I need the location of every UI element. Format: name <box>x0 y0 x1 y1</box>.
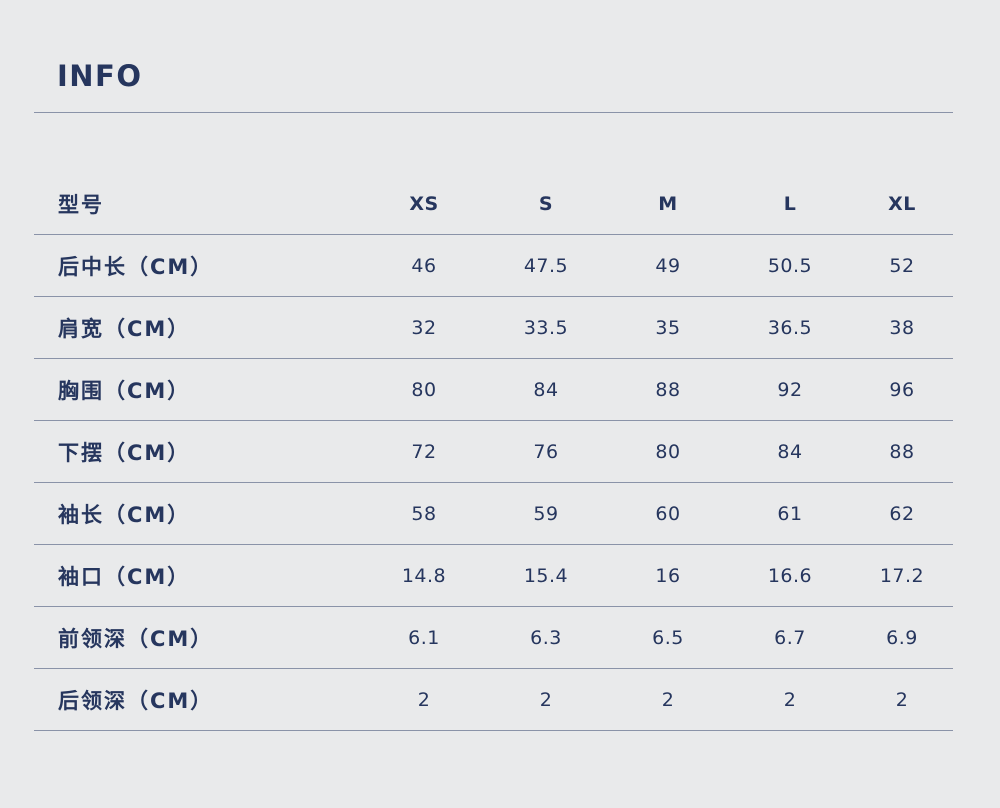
table-header-row: 型号 XS S M L XL <box>34 173 953 235</box>
table-cell: 49 <box>655 254 681 277</box>
table-cell: 62 <box>889 502 915 525</box>
row-label: 袖口（CM） <box>58 564 191 589</box>
table-cell: 38 <box>889 316 915 339</box>
row-label: 下摆（CM） <box>58 440 191 465</box>
table-row: 前领深（CM） 6.1 6.3 6.5 6.7 6.9 <box>34 607 953 669</box>
table-cell: 88 <box>655 378 681 401</box>
row-label: 袖长（CM） <box>58 502 191 527</box>
table-cell: 36.5 <box>767 316 813 339</box>
header-size-l: L <box>783 192 797 215</box>
table-cell: 61 <box>777 502 803 525</box>
table-row: 后中长（CM） 46 47.5 49 50.5 52 <box>34 235 953 297</box>
table-row: 肩宽（CM） 32 33.5 35 36.5 38 <box>34 297 953 359</box>
table-cell: 17.2 <box>879 564 925 587</box>
header-label-model: 型号 <box>58 192 104 217</box>
table-row: 后领深（CM） 2 2 2 2 2 <box>34 669 953 731</box>
table-row: 袖口（CM） 14.8 15.4 16 16.6 17.2 <box>34 545 953 607</box>
row-label: 胸围（CM） <box>58 378 191 403</box>
table-cell: 84 <box>533 378 559 401</box>
table-cell: 52 <box>889 254 915 277</box>
table-cell: 58 <box>411 502 437 525</box>
table-cell: 80 <box>411 378 437 401</box>
table-cell: 16.6 <box>767 564 813 587</box>
table-cell: 96 <box>889 378 915 401</box>
table-cell: 59 <box>533 502 559 525</box>
header-size-xl: XL <box>888 192 916 215</box>
table-cell: 6.5 <box>652 626 684 649</box>
table-cell: 2 <box>417 688 431 711</box>
table-cell: 2 <box>539 688 553 711</box>
table-cell: 92 <box>777 378 803 401</box>
table-cell: 6.1 <box>408 626 440 649</box>
table-cell: 6.9 <box>886 626 918 649</box>
table-cell: 50.5 <box>767 254 813 277</box>
table-cell: 32 <box>411 316 437 339</box>
table-cell: 6.3 <box>530 626 562 649</box>
table-cell: 2 <box>895 688 909 711</box>
page-title: INFO <box>57 59 143 93</box>
table-cell: 46 <box>411 254 437 277</box>
table-cell: 60 <box>655 502 681 525</box>
row-label: 前领深（CM） <box>58 626 214 651</box>
table-cell: 72 <box>411 440 437 463</box>
table-cell: 6.7 <box>774 626 806 649</box>
row-label: 肩宽（CM） <box>58 316 191 341</box>
row-label: 后领深（CM） <box>58 688 214 713</box>
table-cell: 88 <box>889 440 915 463</box>
table-cell: 2 <box>661 688 675 711</box>
table-row: 袖长（CM） 58 59 60 61 62 <box>34 483 953 545</box>
table-cell: 35 <box>655 316 681 339</box>
table-row: 胸围（CM） 80 84 88 92 96 <box>34 359 953 421</box>
table-cell: 47.5 <box>523 254 569 277</box>
header-size-s: S <box>538 192 554 215</box>
table-cell: 76 <box>533 440 559 463</box>
header-size-m: M <box>658 192 678 215</box>
size-chart-table: 型号 XS S M L XL 后中长（CM） 46 47.5 49 50.5 5… <box>34 173 953 731</box>
table-cell: 15.4 <box>523 564 569 587</box>
title-divider <box>34 112 953 113</box>
table-cell: 33.5 <box>523 316 569 339</box>
table-row: 下摆（CM） 72 76 80 84 88 <box>34 421 953 483</box>
table-cell: 84 <box>777 440 803 463</box>
table-cell: 16 <box>655 564 681 587</box>
header-size-xs: XS <box>409 192 439 215</box>
table-cell: 14.8 <box>401 564 447 587</box>
row-label: 后中长（CM） <box>58 254 214 279</box>
table-cell: 80 <box>655 440 681 463</box>
table-cell: 2 <box>783 688 797 711</box>
